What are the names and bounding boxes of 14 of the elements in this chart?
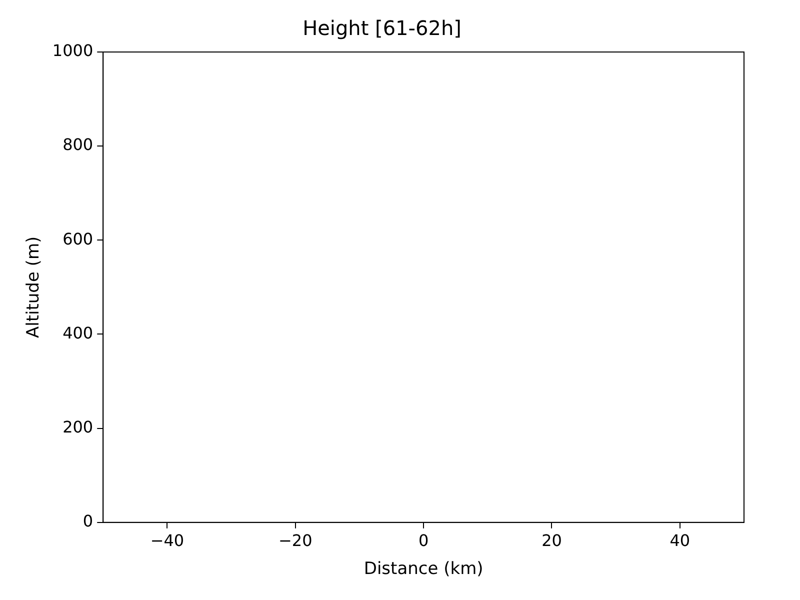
y-axis-title: Altitude (m) [24, 236, 44, 338]
x-tick-label: 20 [542, 531, 562, 550]
y-tick-label: 600 [62, 229, 94, 248]
y-tick-label: 200 [62, 417, 94, 436]
x-tick-label: −20 [278, 531, 312, 550]
x-axis-title: Distance (km) [364, 559, 484, 580]
y-tick-label: 400 [62, 323, 94, 342]
x-tick-label: 0 [418, 531, 429, 550]
x-tick-label: −40 [150, 531, 184, 550]
y-tick-label: 0 [82, 512, 94, 531]
y-tick-label: 800 [62, 135, 94, 154]
chart-title: Height [61-62h] [302, 16, 462, 40]
x-tick-label: 40 [670, 531, 690, 550]
y-tick-label: 1000 [52, 41, 94, 60]
